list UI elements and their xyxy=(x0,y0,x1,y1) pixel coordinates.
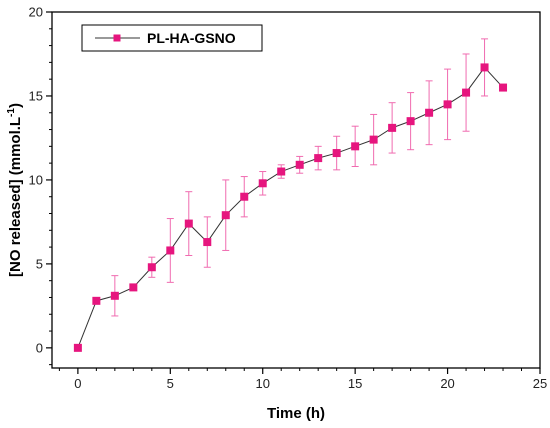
plot-frame xyxy=(51,11,541,369)
data-point xyxy=(184,219,193,228)
data-point xyxy=(240,192,249,201)
y-axis-label-close: ) xyxy=(7,103,24,108)
data-point xyxy=(462,88,471,97)
data-point xyxy=(258,179,267,188)
data-point xyxy=(351,142,360,151)
x-tick-label: 5 xyxy=(167,376,174,391)
x-tick-label: 10 xyxy=(255,376,269,391)
x-tick-label: 15 xyxy=(348,376,362,391)
data-point xyxy=(166,246,175,255)
data-point xyxy=(295,160,304,169)
data-point xyxy=(277,167,286,176)
data-point xyxy=(443,100,452,109)
x-tick-label: 20 xyxy=(440,376,454,391)
y-tick-labels: 0 5 10 15 20 xyxy=(29,5,43,356)
data-point xyxy=(92,296,101,305)
data-point xyxy=(480,63,489,72)
legend: PL-HA-GSNO xyxy=(81,24,263,52)
y-tick-label: 0 xyxy=(36,340,43,355)
data-point xyxy=(406,117,415,126)
legend-marker xyxy=(113,34,121,42)
x-tick-label: 0 xyxy=(74,376,81,391)
y-axis-label-sup: -1 xyxy=(6,108,17,117)
data-point xyxy=(369,135,378,144)
y-tick-label: 15 xyxy=(29,88,43,103)
data-point xyxy=(203,238,212,247)
data-point xyxy=(314,154,323,163)
data-point xyxy=(388,123,397,132)
series-line xyxy=(77,66,504,349)
error-bars xyxy=(111,38,489,317)
data-point xyxy=(499,83,508,92)
data-point xyxy=(425,108,434,117)
data-markers xyxy=(73,63,508,352)
major-ticks xyxy=(46,11,541,374)
y-axis-label: [NO released] (mmol.L-1) xyxy=(6,103,24,277)
x-tick-label: 25 xyxy=(533,376,547,391)
data-point xyxy=(110,291,119,300)
y-tick-label: 10 xyxy=(29,172,43,187)
data-point xyxy=(73,343,82,352)
data-point xyxy=(332,149,341,158)
data-point xyxy=(147,263,156,272)
minor-ticks xyxy=(49,28,523,371)
legend-label: PL-HA-GSNO xyxy=(147,30,236,46)
y-tick-label: 20 xyxy=(29,5,43,20)
y-axis-label-main: [NO released] (mmol.L xyxy=(7,117,24,277)
x-tick-labels: 0 5 10 15 20 25 xyxy=(74,376,547,391)
y-tick-label: 5 xyxy=(36,256,43,271)
x-axis-label: Time (h) xyxy=(267,405,325,422)
data-point xyxy=(221,211,230,220)
data-point xyxy=(129,283,138,292)
